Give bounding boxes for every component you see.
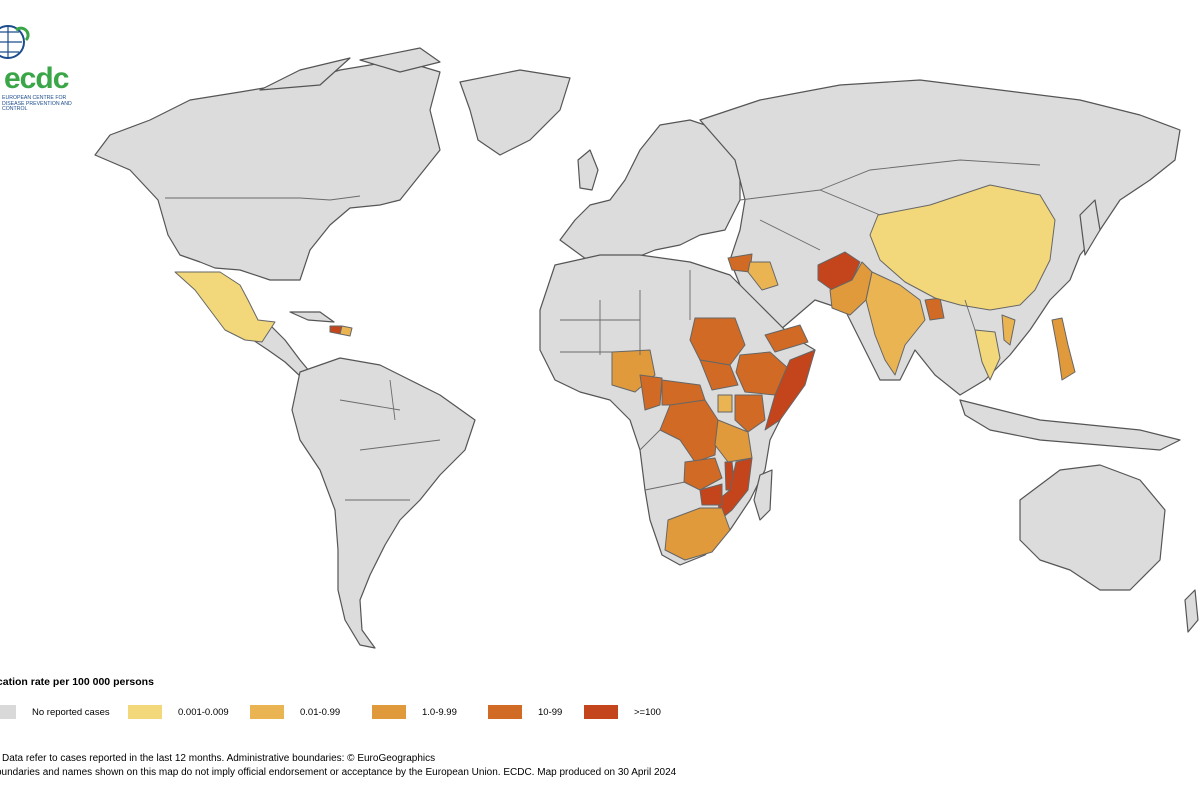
legend-item-1: 1.0-9.99 <box>372 705 457 719</box>
japan <box>1079 199 1101 256</box>
mexico <box>174 271 276 343</box>
bangladesh <box>924 297 945 321</box>
legend-label: >=100 <box>634 706 661 718</box>
legend-swatch <box>128 705 162 719</box>
asia-borders <box>739 159 1041 331</box>
arctic-islands <box>259 47 441 91</box>
cameroon <box>639 374 663 411</box>
yemen <box>764 324 809 353</box>
legend-label: No reported cases <box>32 706 110 718</box>
greenland <box>459 69 571 156</box>
iraq <box>747 261 779 291</box>
africa-borders <box>560 270 691 491</box>
logo-wordmark: ecdc <box>4 62 69 95</box>
legend-item-no-cases: No reported cases <box>0 705 110 719</box>
legend-label: 0.001-0.009 <box>178 706 229 718</box>
ecdc-logo: ecdc EUROPEAN CENTRE FOR DISEASE PREVENT… <box>0 20 80 120</box>
dr-congo <box>659 399 719 463</box>
north-america <box>94 59 441 281</box>
dominican-republic <box>339 325 353 337</box>
data-note: Data refer to cases reported in the last… <box>2 753 436 764</box>
legend-item-0001: 0.001-0.009 <box>128 705 229 719</box>
uganda <box>717 394 733 413</box>
legend-swatch <box>488 705 522 719</box>
vietnam <box>1001 314 1016 346</box>
tanzania <box>714 419 753 463</box>
legend-item-100: >=100 <box>584 705 661 719</box>
thailand <box>974 329 1001 381</box>
uk <box>577 149 599 191</box>
legend-title: ication rate per 100 000 persons <box>0 676 154 688</box>
india <box>865 271 926 376</box>
south-america-borders <box>339 379 441 501</box>
indonesia <box>959 399 1181 451</box>
kenya <box>734 394 766 433</box>
legend-swatch <box>584 705 618 719</box>
south-africa <box>664 507 731 561</box>
legend-label: 1.0-9.99 <box>422 706 457 718</box>
legend-item-10: 10-99 <box>488 705 562 719</box>
cuba <box>289 311 335 323</box>
legend-swatch <box>250 705 284 719</box>
legend-label: 0.01-0.99 <box>300 706 341 718</box>
zimbabwe <box>699 483 723 506</box>
china <box>869 184 1056 311</box>
new-zealand <box>1184 589 1199 633</box>
legend-swatch <box>0 705 16 719</box>
madagascar <box>753 469 773 521</box>
europe <box>559 119 741 263</box>
us-canada-border <box>165 195 361 201</box>
legend-swatch <box>372 705 406 719</box>
legend-label: 10-99 <box>538 706 563 718</box>
disclaimer-note: oundaries and names shown on this map do… <box>0 767 677 778</box>
world-map <box>94 47 1199 649</box>
philippines <box>1051 317 1076 381</box>
logo-subtitle: EUROPEAN CENTRE FOR DISEASE PREVENTION A… <box>2 95 72 113</box>
south-america <box>291 357 476 649</box>
globe-icon <box>0 25 30 59</box>
mozambique <box>717 457 753 521</box>
legend-item-001: 0.01-0.99 <box>250 705 340 719</box>
australia <box>1019 464 1166 591</box>
zambia <box>683 457 723 491</box>
somalia <box>764 349 816 431</box>
south-sudan <box>699 359 739 391</box>
